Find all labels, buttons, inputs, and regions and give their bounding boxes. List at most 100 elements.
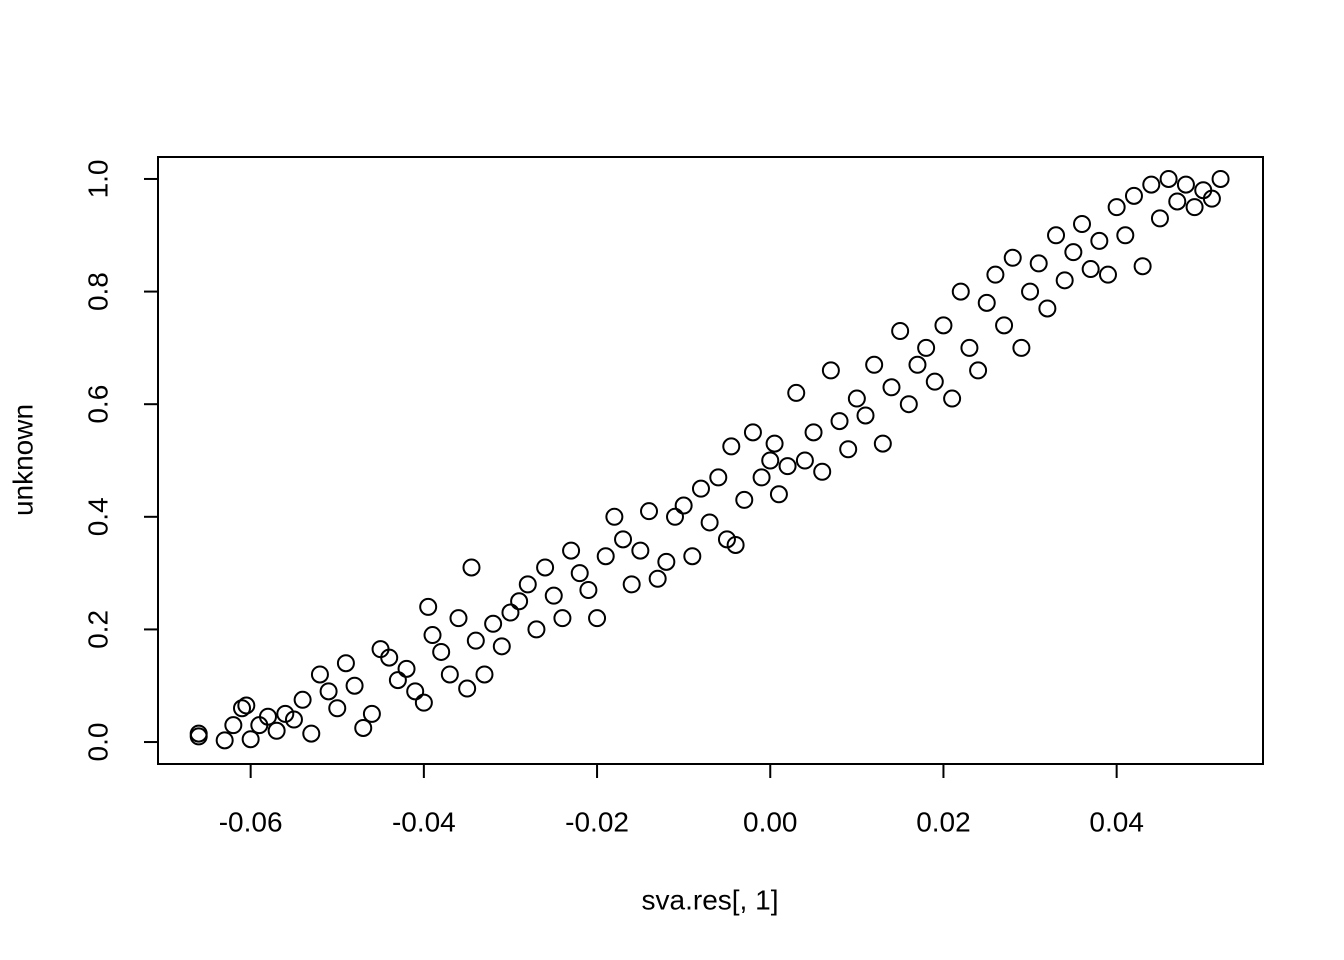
point [1124,186,1143,205]
point [484,614,503,633]
point [765,434,784,453]
point [1150,209,1169,228]
point [466,631,485,650]
point [579,581,598,600]
point [258,707,277,726]
point [458,679,477,698]
point [761,451,780,470]
point [752,468,771,487]
point [908,355,927,374]
point [960,338,979,357]
point [1081,260,1100,279]
point [709,468,728,487]
point [917,338,936,357]
point [769,485,788,504]
point [345,676,364,695]
point [691,479,710,498]
point [1159,169,1178,188]
point [847,389,866,408]
point [1073,215,1092,234]
point [925,372,944,391]
x-tick-label: -0.06 [219,806,283,837]
y-axis-label: unknown [7,404,38,516]
point [804,423,823,442]
y-tick-label: 0.8 [82,272,113,311]
point [328,699,347,718]
point [1029,254,1048,273]
point [432,642,451,661]
point [527,620,546,639]
point [189,724,208,743]
point [1168,192,1187,211]
point [388,671,407,690]
point [406,682,425,701]
point [1116,226,1135,245]
point [1021,282,1040,301]
y-tick-label: 0.4 [82,497,113,536]
point [605,507,624,526]
point [1012,338,1031,357]
point [354,718,373,737]
y-tick-label: 1.0 [82,159,113,198]
point [1055,271,1074,290]
x-tick-label: -0.02 [565,806,629,837]
y-tick-label: 0.2 [82,610,113,649]
point [735,490,754,509]
point [284,710,303,729]
point [419,597,438,616]
point [475,665,494,684]
point [726,535,745,554]
point [977,293,996,312]
point [215,731,234,750]
x-axis-label: sva.res[, 1] [642,884,779,915]
point [891,321,910,340]
point [839,440,858,459]
point [700,513,719,532]
point [1176,175,1195,194]
point [631,541,650,560]
point [995,316,1014,335]
point [1003,248,1022,267]
point [397,659,416,678]
point [830,412,849,431]
point [336,654,355,673]
point [943,389,962,408]
point [865,355,884,374]
point [562,541,581,560]
point [544,586,563,605]
point [440,665,459,684]
point [1047,226,1066,245]
x-tick-label: -0.04 [392,806,456,837]
x-tick-label: 0.02 [916,806,971,837]
point [510,592,529,611]
point [934,316,953,335]
point [570,564,589,583]
x-tick-label: 0.00 [743,806,798,837]
point [233,699,252,718]
point [237,696,256,715]
point [722,437,741,456]
point [224,716,243,735]
point [1185,198,1204,217]
point [856,406,875,425]
point [674,496,693,515]
point [873,434,892,453]
point [1202,189,1221,208]
point [1211,169,1230,188]
point [778,457,797,476]
point [536,558,555,577]
point [743,423,762,442]
point [414,693,433,712]
point [787,383,806,402]
point [302,724,321,743]
point [1064,243,1083,262]
point [319,682,338,701]
point [553,609,572,628]
point [462,558,481,577]
x-tick-label: 0.04 [1089,806,1144,837]
point [267,721,286,740]
y-tick-label: 0.0 [82,723,113,762]
point [821,361,840,380]
point [899,395,918,414]
